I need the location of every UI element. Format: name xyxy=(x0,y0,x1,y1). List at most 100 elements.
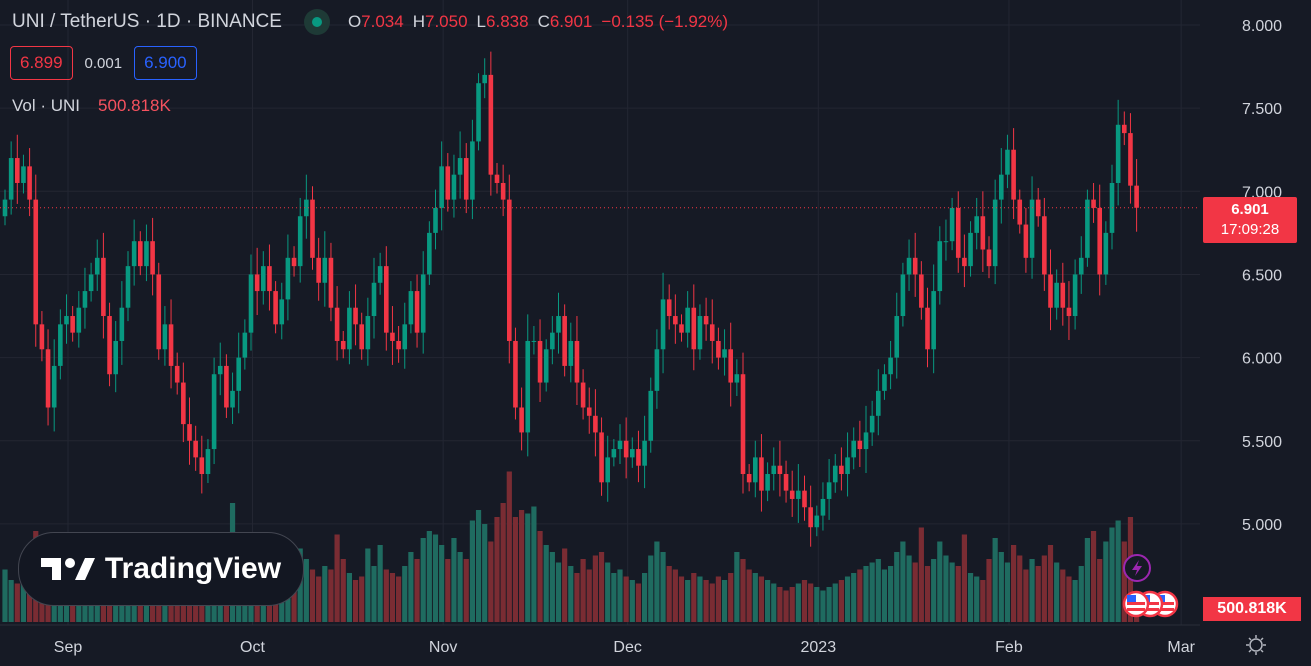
candle-down xyxy=(328,257,334,308)
volume-bar xyxy=(1060,569,1066,622)
volume-bar xyxy=(844,576,851,622)
candle-up xyxy=(427,232,432,275)
volume-bar xyxy=(703,580,709,622)
volume-bar xyxy=(605,562,611,622)
x-tick-label: Mar xyxy=(1167,639,1195,656)
volume-bar xyxy=(777,587,783,622)
candle-down xyxy=(138,241,143,267)
candle-up xyxy=(402,324,408,350)
candle-down xyxy=(187,424,192,441)
candle-up xyxy=(796,490,801,499)
candle-down xyxy=(310,199,315,258)
candle-down xyxy=(839,465,844,475)
candle-up xyxy=(476,83,481,142)
candle-up xyxy=(8,158,14,200)
volume-bar xyxy=(1047,545,1054,622)
volume-bar xyxy=(463,559,469,622)
volume-bar xyxy=(795,583,801,622)
candle-down xyxy=(1060,282,1066,308)
volume-bar xyxy=(389,573,396,622)
volume-bar xyxy=(838,580,844,622)
candle-down xyxy=(783,474,789,491)
settings-gear-icon[interactable] xyxy=(1246,635,1266,655)
candle-down xyxy=(359,324,364,350)
candles xyxy=(2,51,1139,547)
candle-down xyxy=(513,340,518,408)
volume-bar xyxy=(408,552,414,622)
candle-down xyxy=(334,307,340,341)
candle-up xyxy=(734,374,740,383)
volume-bar xyxy=(623,576,629,622)
volume-bar xyxy=(340,559,346,622)
candle-up xyxy=(863,432,869,450)
candle-up xyxy=(217,365,223,375)
volume-bar xyxy=(771,583,777,622)
candle-up xyxy=(1054,282,1059,308)
volume-bar xyxy=(863,566,869,622)
candle-down xyxy=(15,158,20,183)
buy-button[interactable]: 6.900 xyxy=(134,46,197,80)
volume-bar xyxy=(402,566,408,622)
candle-down xyxy=(759,457,764,491)
tradingview-logo[interactable]: TradingView xyxy=(18,532,304,606)
candle-up xyxy=(131,241,137,267)
volume-bar xyxy=(1090,531,1097,622)
candle-down xyxy=(980,216,986,250)
volume-bar xyxy=(728,573,734,622)
volume-bar xyxy=(1023,569,1029,622)
volume-bar xyxy=(568,566,574,622)
volume-bar xyxy=(475,510,482,622)
candle-up xyxy=(894,316,900,358)
candle-up xyxy=(248,274,254,333)
candle-up xyxy=(377,266,383,283)
volume-bar xyxy=(906,555,912,622)
lightning-event-icon[interactable] xyxy=(1123,554,1151,582)
market-status-icon[interactable] xyxy=(303,9,330,35)
candle-up xyxy=(550,332,555,350)
volume-bar xyxy=(580,559,586,622)
y-tick-label: 8.000 xyxy=(1242,18,1282,35)
volume-bar xyxy=(758,576,765,622)
candle-down xyxy=(27,166,32,200)
y-tick-label: 6.500 xyxy=(1242,267,1282,284)
candle-up xyxy=(648,390,654,441)
candle-up xyxy=(999,174,1004,200)
candle-down xyxy=(199,457,205,475)
candle-up xyxy=(433,207,438,233)
volume-bar xyxy=(303,559,309,622)
us-economic-events-icon[interactable] xyxy=(1122,590,1179,618)
candle-up xyxy=(968,232,973,267)
candle-down xyxy=(494,174,500,183)
candle-up xyxy=(242,332,248,358)
sell-button[interactable]: 6.899 xyxy=(10,46,73,80)
candle-down xyxy=(384,266,389,333)
volume-bar xyxy=(598,552,605,622)
candle-up xyxy=(420,274,426,333)
candle-down xyxy=(580,382,586,408)
candle-down xyxy=(703,316,709,325)
volume-legend[interactable]: Vol · UNI 500.818K xyxy=(12,96,171,116)
candle-down xyxy=(1042,216,1047,275)
candle-up xyxy=(94,257,100,275)
candle-down xyxy=(316,257,321,283)
candle-up xyxy=(876,390,881,416)
symbol-title[interactable]: UNI / TetherUS · 1D · BINANCE xyxy=(12,11,282,32)
candle-down xyxy=(500,182,506,200)
candle-up xyxy=(113,340,118,375)
candle-up xyxy=(543,349,549,383)
candle-down xyxy=(986,249,992,267)
volume-bar xyxy=(1041,555,1047,622)
candle-up xyxy=(820,498,826,516)
low-value: 6.838 xyxy=(486,12,529,31)
candle-down xyxy=(156,274,162,350)
volume-bar xyxy=(439,545,445,622)
candle-up xyxy=(869,415,875,433)
candle-down xyxy=(746,474,752,483)
candle-down xyxy=(168,324,174,366)
candle-down xyxy=(666,299,672,317)
candle-up xyxy=(531,340,537,342)
candle-up xyxy=(365,316,371,350)
volume-bar xyxy=(814,587,820,622)
symbol-legend: UNI / TetherUS · 1D · BINANCE O7.034 H7.… xyxy=(12,9,728,35)
low-label: L xyxy=(476,12,487,31)
